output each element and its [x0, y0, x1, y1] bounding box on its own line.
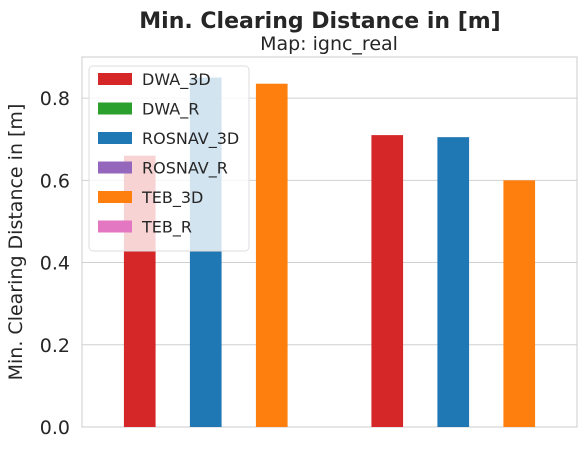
legend: DWA_3D DWA_R ROSNAV_3D ROSNAV_R TEB_3D TEB_R [88, 65, 250, 252]
y-tick-label: 0.4 [40, 253, 70, 275]
legend-swatch-dwa-r [98, 102, 132, 115]
bars [123, 77, 536, 428]
legend-swatch-teb-r [98, 220, 132, 233]
chart-title: Min. Clearing Distance in [m] [139, 9, 500, 34]
y-tick-label: 0.0 [40, 417, 70, 439]
bar-teb-3d [255, 83, 288, 427]
y-tick-label: 0.8 [40, 88, 70, 110]
bar-rosnav-3d [437, 137, 470, 427]
plot-frame [81, 56, 578, 428]
y-axis-label: Min. Clearing Distance in [m] [5, 104, 27, 381]
legend-label: ROSNAV_3D [142, 129, 239, 149]
legend-label: TEB_3D [141, 188, 203, 208]
y-tick-label: 0.6 [40, 170, 70, 192]
y-axis-ticks: 0.0 0.2 0.4 0.6 0.8 [40, 88, 70, 439]
legend-swatch-rosnav-r [98, 161, 132, 174]
legend-label: TEB_R [141, 218, 192, 238]
legend-swatch-rosnav-3d [98, 132, 132, 144]
legend-label: ROSNAV_R [142, 159, 228, 179]
legend-label: DWA_R [142, 100, 199, 120]
y-tick-label: 0.2 [40, 335, 70, 357]
plot-area [81, 56, 578, 428]
legend-label: DWA_3D [142, 70, 211, 90]
chart-subtitle: Map: ignc_real [260, 33, 398, 55]
bar-teb-3d [503, 180, 536, 427]
legend-swatch-teb-3d [98, 191, 132, 203]
bar-dwa-3d [371, 135, 404, 427]
legend-swatch-dwa-3d [98, 73, 132, 85]
